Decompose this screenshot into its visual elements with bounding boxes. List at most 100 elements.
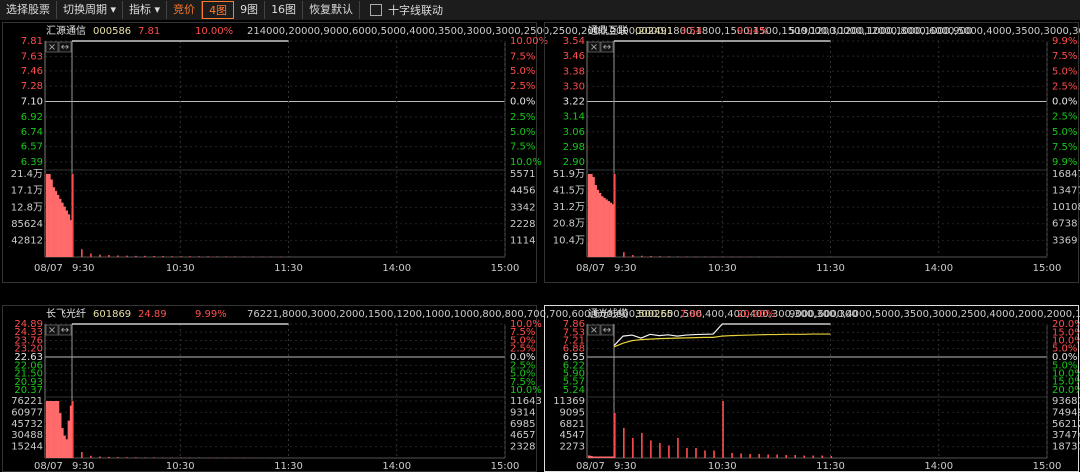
pct-tick-label: 0.0%: [510, 97, 535, 108]
stock-volume: 9000,6000,4000,5000,3500,3000,2500,4000,…: [789, 309, 1080, 320]
pct-tick-label: 5.0%: [510, 66, 535, 77]
button[interactable]: 竞价: [167, 1, 203, 19]
price-tick-label: 5.57: [563, 377, 585, 388]
label: 切换周期: [63, 3, 107, 16]
auction-volume-bar: [65, 210, 68, 257]
auction-volume-bar: [48, 174, 51, 257]
volume-bar: [90, 455, 92, 458]
volume-bar: [144, 255, 146, 257]
pct-tick-label: 5.0%: [1052, 344, 1077, 355]
pct-tick-label: 10.0%: [1052, 335, 1080, 346]
auction-volume-bar: [63, 206, 66, 257]
auction-volume-bar: [59, 198, 62, 257]
stock-code: 002491: [635, 26, 673, 37]
pct-tick-label: 5.0%: [1052, 66, 1077, 77]
button[interactable]: 指标 ▾: [123, 1, 168, 19]
icon-expand: [600, 324, 614, 336]
stock-name: 长飞光纤: [46, 307, 86, 320]
vol-tick-label-right: 9314: [510, 407, 535, 418]
stock-volume: 76221,8000,3000,2000,1500,1200,1000,1000…: [247, 309, 858, 320]
date-label: 08/07: [576, 461, 605, 472]
price-tick-label: 7.53: [563, 327, 585, 338]
stock-price: 24.89: [138, 309, 167, 320]
stock-name: 汇源通信: [46, 24, 86, 37]
vol-tick-label: 31.2万: [553, 202, 585, 213]
volume-bar: [767, 454, 769, 458]
price-tick-label: 22.63: [14, 352, 43, 363]
price-tick-label: 6.74: [21, 127, 43, 138]
volume-bar: [785, 454, 787, 458]
button[interactable]: 9图: [234, 1, 266, 19]
auction-volume-bar: [69, 220, 73, 257]
volume-bar: [695, 447, 697, 458]
vol-tick-label: 76221: [11, 396, 43, 407]
auction-volume-bar: [605, 199, 608, 257]
volume-bar: [713, 450, 715, 458]
price-tick-label: 2.90: [563, 157, 585, 168]
volume-bar: [650, 440, 652, 458]
pct-tick-label: 9.9%: [1052, 36, 1077, 47]
volume-bar: [830, 455, 833, 458]
volume-bar: [135, 255, 137, 257]
stock-code: 000586: [93, 26, 131, 37]
button[interactable]: 恢复默认: [303, 1, 361, 19]
price-tick-label: 6.57: [21, 142, 43, 153]
icon-expand-glyph: ↔: [61, 325, 69, 336]
vol-tick-label: 42812: [11, 235, 43, 246]
pct-tick-label: 5.0%: [510, 127, 535, 138]
volume-bar: [632, 255, 634, 257]
stock-price: 7.86: [680, 309, 702, 320]
volume-bar: [198, 256, 200, 257]
auction-volume-bar: [69, 405, 73, 458]
vol-tick-label-right: 6985: [510, 419, 535, 430]
vol-tick-label-right: 10108: [1052, 202, 1080, 213]
pct-tick-label: 7.5%: [510, 51, 535, 62]
button[interactable]: 选择股票: [0, 1, 57, 19]
time-label: 10:30: [708, 461, 737, 472]
volume-bar: [117, 255, 119, 257]
auction-volume-bar: [594, 185, 597, 257]
time-label: 9:30: [614, 461, 636, 472]
volume-bar: [641, 255, 643, 257]
auction-volume-bar: [67, 420, 71, 458]
toolbar: 选择股票 切换周期 ▾ 指标 ▾ 竞价 4图 9图 16图 恢复默认 十字线联动: [0, 0, 1080, 20]
pct-tick-label: 15.0%: [1052, 377, 1080, 388]
icon-expand-glyph: ↔: [603, 42, 611, 53]
auction-volume-bar: [61, 428, 64, 458]
button[interactable]: 4图: [202, 1, 235, 19]
button[interactable]: 16图: [265, 1, 304, 19]
volume-bar: [126, 255, 128, 257]
auction-volume-bar: [588, 455, 591, 458]
price-tick-label: 3.30: [563, 81, 585, 92]
icon-close-glyph: ×: [590, 325, 598, 336]
icon-close: [45, 324, 59, 336]
icon-close: [45, 41, 59, 53]
auction-volume-bar: [54, 191, 58, 257]
auction-volume-bar: [609, 202, 613, 257]
label: 指标: [129, 3, 152, 16]
time-label: 11:30: [816, 461, 845, 472]
auction-volume-bar: [603, 456, 606, 458]
pct-tick-label: 2.5%: [510, 81, 535, 92]
vol-tick-label: 45732: [11, 419, 43, 430]
average-line: [613, 333, 831, 348]
vol-tick-label-right: 3342: [510, 202, 535, 213]
vol-tick-label-right: 11643: [510, 396, 542, 407]
auction-volume-bar: [611, 204, 615, 257]
checkbox-label[interactable]: 十字线联动: [388, 4, 444, 17]
stock-change: 20.00%: [737, 309, 775, 320]
checkbox[interactable]: [370, 4, 383, 16]
vol-tick-label: 6821: [560, 419, 585, 430]
pct-tick-label: 5.0%: [1052, 360, 1077, 371]
pct-tick-label: 0.0%: [1052, 97, 1077, 108]
auction-volume-bar: [588, 174, 591, 257]
price-tick-label: 7.21: [563, 335, 585, 346]
vol-tick-label: 10.4万: [553, 235, 585, 246]
button[interactable]: 切换周期 ▾: [57, 1, 124, 19]
vol-tick-label: 30488: [11, 430, 43, 441]
volume-bar: [207, 256, 209, 257]
panel-border: [2, 22, 537, 283]
volume-bar: [776, 454, 778, 458]
pct-tick-label: 5.0%: [1052, 127, 1077, 138]
volume-bar: [794, 454, 797, 458]
